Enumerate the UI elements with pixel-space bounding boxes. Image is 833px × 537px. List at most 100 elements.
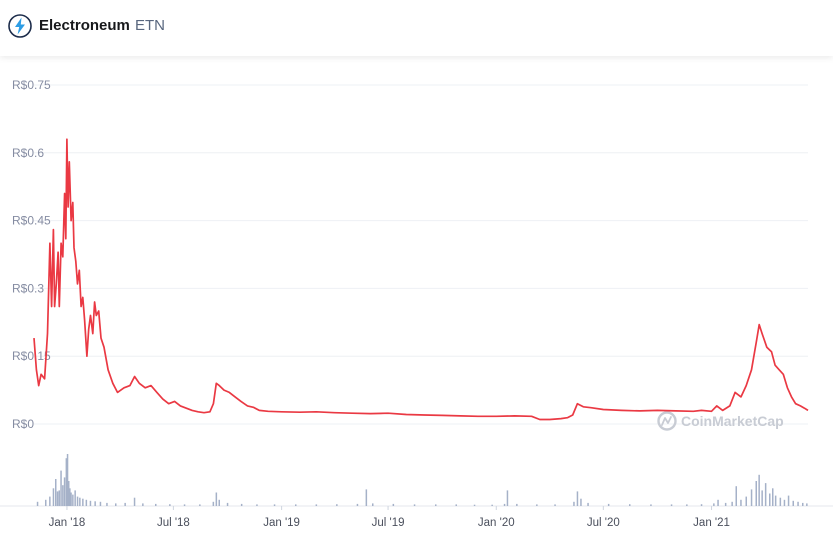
coin-symbol: ETN [135, 17, 165, 34]
volume-bar [779, 497, 782, 506]
coinmarketcap-watermark: CoinMarketCap [657, 411, 784, 431]
volume-bar [65, 458, 68, 506]
volume-bar [365, 489, 368, 506]
volume-bar [772, 488, 774, 506]
volume-bar [750, 489, 753, 506]
volume-bar [356, 503, 359, 506]
volume-bar [455, 504, 457, 506]
x-tick-label: Jan '21 [693, 517, 730, 529]
volume-bar [806, 503, 808, 506]
volume-bar [700, 504, 703, 506]
volume-bar [295, 504, 297, 506]
volume-bar [670, 504, 673, 506]
volume-bar [212, 501, 215, 506]
volume-bar [735, 486, 737, 506]
volume-bar [63, 477, 66, 506]
volume-bar [783, 499, 786, 506]
price-series [33, 138, 809, 421]
volume-bar [506, 490, 509, 506]
volume-bar [124, 502, 126, 506]
volume-bar [68, 481, 70, 506]
volume-bar [45, 499, 47, 506]
y-tick-label: R$0.15 [12, 349, 51, 363]
x-tick-label: Jul '19 [372, 517, 405, 529]
volume-bar [536, 504, 538, 506]
y-tick-label: R$0.45 [12, 214, 51, 228]
volume-bar [94, 501, 96, 506]
volume-bar [761, 490, 763, 506]
x-tick-label: Jan '19 [263, 517, 300, 529]
x-tick-label: Jul '18 [157, 517, 190, 529]
price-line [33, 138, 809, 421]
volume-bar [56, 491, 59, 506]
electroneum-logo-icon [8, 14, 32, 38]
volume-bar [72, 494, 74, 506]
coin-name: Electroneum [39, 17, 130, 34]
volume-bar [66, 454, 69, 506]
volume-bar [89, 500, 92, 506]
volume-bar [576, 491, 579, 506]
volume-bar [717, 499, 719, 506]
volume-bar [70, 492, 72, 506]
volume-bar [226, 502, 229, 506]
chart-gridlines [0, 84, 833, 507]
x-axis-labels: Jan '18 Jul '18 Jan '19 Jul '19 Jan '20 Jul '… [49, 506, 730, 529]
x-tick-label: Jan '20 [478, 517, 515, 529]
volume-bar [372, 503, 374, 506]
volume-bar [650, 504, 652, 506]
volume-bar [49, 496, 51, 506]
coin-header: Electroneum ETN [0, 0, 833, 56]
volume-bar [55, 479, 57, 506]
volume-bar [392, 503, 395, 506]
y-tick-label: R$0.75 [12, 78, 51, 92]
volume-bar [802, 502, 804, 506]
watermark-text: CoinMarketCap [681, 413, 784, 429]
volume-bar [740, 499, 742, 506]
volume-bar [36, 501, 39, 506]
volume-bar [758, 474, 760, 506]
volume-bar [435, 504, 437, 506]
x-tick-label: Jul '20 [587, 517, 620, 529]
volume-bar [315, 504, 318, 506]
volume-bar [115, 503, 117, 506]
y-tick-label: R$0.6 [12, 146, 44, 160]
volume-bar [79, 497, 81, 506]
volume-bar [724, 502, 727, 506]
volume-bars [36, 454, 808, 506]
volume-bar [133, 497, 136, 506]
volume-bar [85, 499, 88, 506]
volume-bar [686, 504, 688, 506]
volume-bar [764, 483, 767, 506]
volume-bar [60, 470, 62, 506]
volume-bar [256, 504, 258, 506]
volume-bar [199, 504, 201, 506]
volume-bar [745, 496, 747, 506]
x-tick-label: Jan '18 [49, 517, 86, 529]
volume-bar [76, 496, 79, 506]
y-tick-label: R$0 [12, 417, 34, 431]
volume-bar [629, 504, 631, 506]
y-tick-label: R$0.3 [12, 281, 44, 295]
volume-bar [99, 501, 102, 506]
volume-bar [183, 504, 186, 506]
volume-bar [491, 504, 493, 506]
volume-bar [142, 503, 144, 506]
volume-bar [58, 490, 60, 506]
volume-bar [169, 504, 171, 506]
volume-bar [240, 503, 243, 506]
volume-bar [787, 495, 790, 506]
volume-bar [731, 501, 733, 506]
volume-bar [69, 488, 71, 506]
volume-bar [713, 503, 715, 506]
volume-bar [413, 504, 416, 506]
volume-bar [336, 504, 338, 506]
volume-bar [273, 504, 276, 506]
y-axis-labels: R$0 R$0.15 R$0.3 R$0.45 R$0.6 R$0.75 [12, 78, 51, 431]
volume-bar [52, 488, 55, 506]
volume-bar [503, 503, 506, 506]
volume-bar [106, 502, 108, 506]
volume-bar [769, 493, 771, 506]
volume-bar [573, 501, 575, 506]
volume-bar [755, 481, 757, 506]
